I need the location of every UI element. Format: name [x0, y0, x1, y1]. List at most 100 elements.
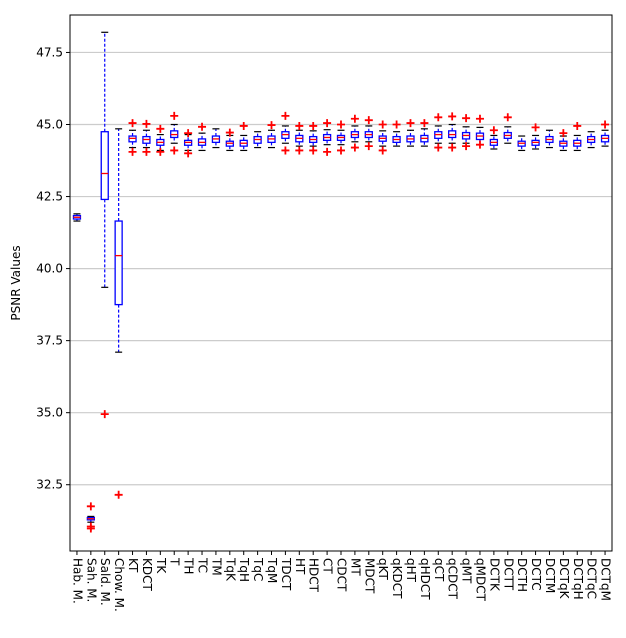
flier-point [462, 142, 471, 151]
box-group [211, 128, 221, 149]
flier-point [323, 119, 332, 128]
flier-point [170, 111, 179, 120]
x-tick-label: Sah. M. [84, 558, 98, 602]
x-tick-label: Hab. M. [70, 558, 84, 604]
flier-point [489, 126, 498, 135]
box-group [336, 120, 346, 155]
box-group [461, 114, 471, 151]
box [114, 220, 123, 306]
x-tick-label: DCTqM [599, 558, 613, 601]
x-tick-label: TC [196, 557, 210, 573]
flier-point [156, 124, 165, 133]
box-group [531, 123, 540, 150]
x-tick-label: TDCT [279, 557, 293, 591]
box-group [392, 120, 401, 147]
flier-point [295, 121, 304, 130]
boxes [72, 31, 610, 533]
flier-point [503, 113, 512, 122]
box-group [587, 131, 596, 149]
box-group [573, 121, 582, 152]
box-group [100, 31, 109, 419]
flier-point [378, 146, 387, 155]
y-axis-label: PSNR Values [9, 245, 23, 320]
x-tick-label: DCTqC [585, 558, 599, 599]
box-group [420, 119, 429, 147]
y-tick-label: 45.0 [36, 118, 63, 132]
flier-point [114, 490, 123, 499]
box-group [86, 502, 95, 533]
x-tick-label: DCTM [543, 558, 557, 593]
x-tick-label: CT [321, 558, 335, 574]
x-tick-label: qCDCT [446, 558, 460, 600]
box-group [142, 119, 151, 156]
box-group [295, 121, 304, 155]
box-group [281, 111, 290, 155]
flier-point [309, 146, 318, 155]
flier-point [142, 147, 151, 156]
x-tick-label: T [168, 557, 182, 566]
flier-point [309, 121, 318, 130]
box-group [309, 121, 318, 155]
flier-point [420, 119, 429, 128]
flier-point [364, 116, 373, 125]
flier-point [128, 147, 137, 156]
flier-point [100, 410, 109, 419]
x-tick-label: TH [182, 557, 196, 574]
flier-point [295, 146, 304, 155]
x-tick-label: Chow. M. [112, 558, 126, 612]
box-group [475, 114, 485, 149]
x-tick-label: Sald. M. [98, 558, 112, 606]
flier-point [142, 119, 151, 128]
flier-point [406, 119, 415, 128]
box-group [448, 112, 457, 152]
x-tick-label: KDCT [140, 558, 154, 591]
flier-point [448, 112, 457, 121]
x-tick-label: DCTK [487, 558, 501, 592]
x-tick-label: DCTH [515, 558, 529, 592]
box-group [364, 116, 373, 151]
box-group [489, 126, 499, 150]
y-tick-label: 32.5 [36, 478, 63, 492]
box-group [267, 121, 276, 149]
flier-point [198, 122, 207, 131]
flier-point [281, 111, 290, 120]
x-tick-label: DCTC [529, 558, 543, 591]
x-tick-label: qKDCT [390, 558, 404, 599]
flier-point [350, 143, 359, 152]
x-tick-label: MT [348, 558, 362, 576]
flier-point [392, 120, 401, 129]
flier-point [170, 146, 179, 155]
box-group [545, 129, 554, 149]
x-tick-label: qKT [376, 558, 390, 581]
box-group [406, 119, 415, 147]
flier-point [86, 524, 95, 533]
y-tick-label: 47.5 [36, 45, 63, 59]
x-tick-label: HDCT [307, 558, 321, 593]
flier-point [337, 120, 345, 129]
x-tick-label: HT [293, 558, 307, 575]
flier-point [323, 147, 332, 156]
box-group [225, 128, 234, 152]
x-tick-label: qHT [404, 558, 418, 583]
flier-point [128, 119, 137, 128]
flier-point [239, 121, 248, 130]
x-tick-label: TqK [223, 557, 237, 582]
box-group [239, 121, 248, 152]
x-tick-label: TqH [237, 557, 251, 582]
x-tick-label: qCT [432, 558, 446, 582]
flier-point [475, 114, 484, 123]
flier-point [267, 121, 276, 130]
flier-point [462, 114, 471, 123]
box-group [156, 124, 165, 156]
y-tick-label: 37.5 [36, 334, 63, 348]
x-tick-label: CDCT [335, 558, 349, 592]
x-tick-label: MDCT [362, 558, 376, 594]
flier-point [475, 140, 484, 149]
x-tick-label: DCTT [501, 558, 515, 591]
flier-point [350, 114, 359, 123]
flier-point [531, 123, 540, 132]
y-tick-label: 40.0 [36, 262, 63, 276]
gridlines [70, 51, 612, 486]
x-tick-label: qMDCT [473, 558, 487, 602]
